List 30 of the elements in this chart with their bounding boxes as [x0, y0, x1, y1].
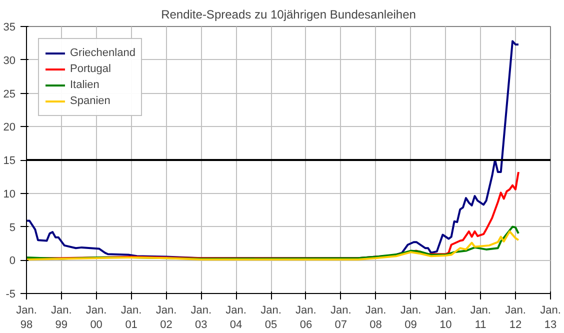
y-tick-label: 20: [3, 122, 16, 134]
x-tick-label: Jan. 03: [190, 304, 212, 331]
y-tick-label: 15: [3, 155, 16, 167]
chart-title: Rendite-Spreads zu 10jährigen Bundesanleihen: [161, 8, 416, 22]
x-tick-label: Jan. 12: [505, 304, 526, 331]
y-tick-label: -5: [6, 288, 16, 300]
y-tick-label: 5: [9, 222, 16, 234]
x-tick-label: Jan. 98: [16, 304, 37, 331]
y-tick-label: 30: [3, 54, 16, 67]
x-tick-label: Jan. 05: [260, 304, 282, 331]
y-tick-label: 10: [3, 188, 16, 200]
y-tick-label: 35: [3, 22, 16, 34]
y-tick-label: 0: [9, 255, 16, 268]
x-tick-label: Jan. 02: [156, 304, 177, 331]
x-tick-label: Jan. 04: [226, 304, 246, 331]
y-tick-label: 25: [3, 88, 16, 100]
x-tick-label: Jan. 13: [540, 304, 561, 331]
x-tick-label: Jan. 06: [296, 304, 316, 331]
legend-label: Griechenland: [70, 46, 136, 61]
x-tick-label: Jan. 09: [400, 304, 422, 331]
x-tick-label: Jan. 07: [330, 304, 352, 331]
legend-label: Portugal: [70, 62, 111, 77]
x-tick-label: Jan. 10: [435, 304, 456, 331]
x-tick-label: Jan. 08: [365, 304, 386, 331]
x-tick-label: Jan. 99: [51, 304, 72, 331]
x-tick-label: Jan. 01: [120, 304, 142, 331]
x-tick-label: Jan. 11: [470, 304, 491, 331]
legend-label: Italien: [70, 78, 100, 93]
x-tick-label: Jan. 00: [86, 304, 107, 331]
legend-label: Spanien: [70, 94, 110, 109]
